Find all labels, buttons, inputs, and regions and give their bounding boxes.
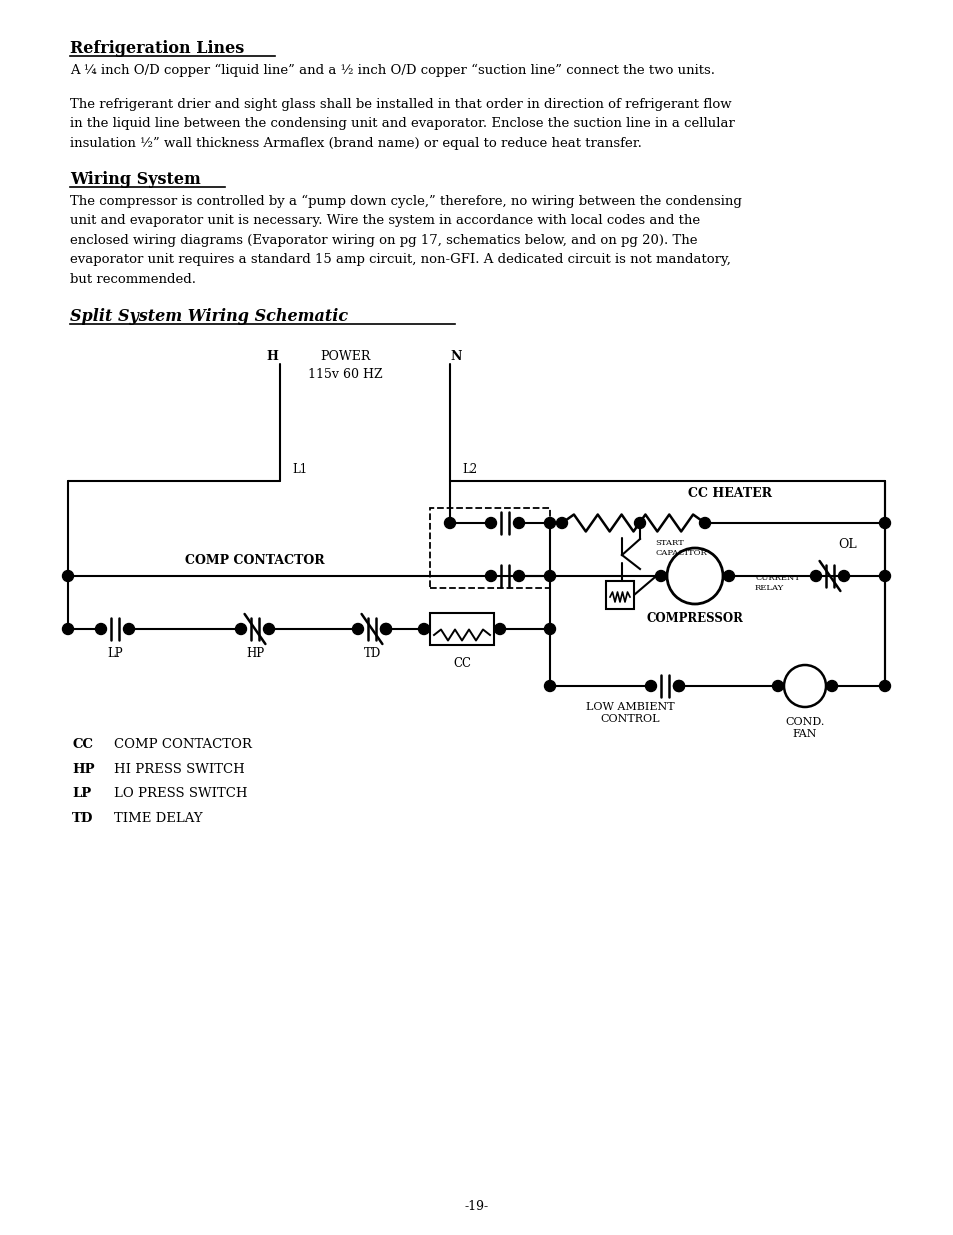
Circle shape [772, 680, 782, 692]
Text: LO PRESS SWITCH: LO PRESS SWITCH [113, 787, 247, 800]
Text: LP: LP [107, 647, 123, 659]
Text: unit and evaporator unit is necessary. Wire the system in accordance with local : unit and evaporator unit is necessary. W… [70, 214, 700, 227]
Text: enclosed wiring diagrams (Evaporator wiring on pg 17, schematics below, and on p: enclosed wiring diagrams (Evaporator wir… [70, 233, 697, 247]
Text: N: N [450, 350, 461, 363]
Text: The refrigerant drier and sight glass shall be installed in that order in direct: The refrigerant drier and sight glass sh… [70, 98, 731, 111]
Text: but recommended.: but recommended. [70, 273, 195, 285]
Circle shape [513, 571, 524, 582]
Text: HP: HP [246, 647, 264, 659]
Text: L2: L2 [461, 463, 476, 475]
Text: Refrigeration Lines: Refrigeration Lines [70, 40, 244, 57]
Circle shape [263, 624, 274, 635]
Text: Split System Wiring Schematic: Split System Wiring Schematic [70, 308, 348, 325]
Circle shape [235, 624, 246, 635]
Circle shape [513, 517, 524, 529]
Circle shape [485, 517, 496, 529]
Text: LOW AMBIENT
CONTROL: LOW AMBIENT CONTROL [585, 701, 674, 724]
Circle shape [444, 517, 455, 529]
Text: POWER: POWER [319, 350, 370, 363]
Text: A ¼ inch O/D copper “liquid line” and a ½ inch O/D copper “suction line” connect: A ¼ inch O/D copper “liquid line” and a … [70, 64, 714, 78]
Circle shape [673, 680, 684, 692]
Circle shape [634, 517, 645, 529]
Circle shape [544, 680, 555, 692]
Text: CC: CC [453, 657, 471, 671]
Text: H: H [266, 350, 277, 363]
Text: TD: TD [363, 647, 380, 659]
Text: LP: LP [71, 787, 91, 800]
Circle shape [655, 571, 666, 582]
Circle shape [699, 517, 710, 529]
Circle shape [825, 680, 837, 692]
Text: Wiring System: Wiring System [70, 170, 200, 188]
Text: COMP CONTACTOR: COMP CONTACTOR [185, 555, 324, 567]
Text: 115v 60 HZ: 115v 60 HZ [308, 368, 382, 382]
Circle shape [544, 517, 555, 529]
Circle shape [418, 624, 429, 635]
Circle shape [494, 624, 505, 635]
Text: OL: OL [837, 537, 856, 551]
Circle shape [722, 571, 734, 582]
Circle shape [352, 624, 363, 635]
Text: The compressor is controlled by a “pump down cycle,” therefore, no wiring betwee: The compressor is controlled by a “pump … [70, 194, 741, 207]
Text: START
CAPACITOR: START CAPACITOR [655, 540, 706, 557]
Circle shape [645, 680, 656, 692]
Text: evaporator unit requires a standard 15 amp circuit, non-GFI. A dedicated circuit: evaporator unit requires a standard 15 a… [70, 253, 730, 266]
Circle shape [879, 571, 889, 582]
Text: HP: HP [71, 762, 94, 776]
Circle shape [544, 571, 555, 582]
Circle shape [63, 624, 73, 635]
Circle shape [879, 680, 889, 692]
Text: TD: TD [71, 811, 93, 825]
Text: insulation ½” wall thickness Armaflex (brand name) or equal to reduce heat trans: insulation ½” wall thickness Armaflex (b… [70, 137, 641, 149]
Text: L1: L1 [292, 463, 307, 475]
Text: -19-: -19- [464, 1200, 489, 1214]
Text: CC HEATER: CC HEATER [687, 487, 771, 500]
Circle shape [673, 680, 684, 692]
Circle shape [879, 517, 889, 529]
Circle shape [123, 624, 134, 635]
Circle shape [380, 624, 391, 635]
Circle shape [556, 517, 567, 529]
Text: CC: CC [71, 739, 92, 751]
Text: HI PRESS SWITCH: HI PRESS SWITCH [113, 762, 245, 776]
Bar [430, 613, 494, 645]
Text: COMP CONTACTOR: COMP CONTACTOR [113, 739, 252, 751]
Text: CURRENT
RELAY: CURRENT RELAY [754, 574, 800, 592]
Circle shape [63, 571, 73, 582]
Circle shape [380, 624, 391, 635]
Text: in the liquid line between the condensing unit and evaporator. Enclose the sucti: in the liquid line between the condensin… [70, 117, 734, 131]
Circle shape [95, 624, 107, 635]
Text: COND.
FAN: COND. FAN [784, 718, 823, 739]
Text: COMPRESSOR: COMPRESSOR [646, 613, 742, 625]
Circle shape [544, 624, 555, 635]
Circle shape [838, 571, 848, 582]
Circle shape [485, 571, 496, 582]
Text: TIME DELAY: TIME DELAY [113, 811, 202, 825]
Bar [605, 580, 634, 609]
Circle shape [810, 571, 821, 582]
